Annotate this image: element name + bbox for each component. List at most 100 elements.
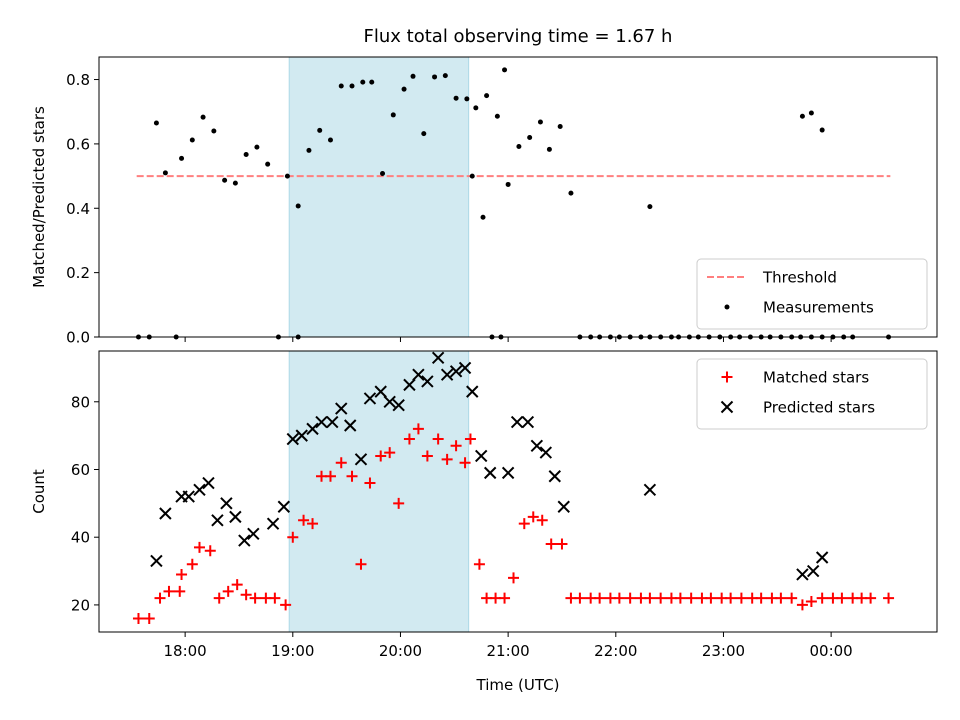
data-point-matched [508, 572, 520, 584]
data-point-matched [518, 518, 530, 530]
data-point-matched [186, 558, 198, 570]
data-point-matched [432, 433, 444, 445]
data-point-predicted [392, 398, 405, 412]
data-point-predicted [277, 500, 291, 513]
data-point-matched [269, 592, 281, 604]
data-point-predicted [315, 415, 328, 429]
data-point-matched [735, 592, 747, 604]
data-point-measurement [306, 147, 312, 153]
data-point-matched [355, 558, 367, 570]
data-point-matched [545, 538, 557, 550]
axes-frame [98, 350, 938, 633]
x-tick-label: 23:00 [702, 642, 745, 660]
legend-label: Matched stars [763, 369, 869, 387]
y-tick-label: 0.2 [66, 264, 90, 282]
data-point-matched [613, 592, 625, 604]
data-point-measurement [808, 110, 814, 116]
y-tick-label: 60 [71, 461, 90, 479]
series-matched-stars [132, 423, 895, 624]
data-point-matched [364, 477, 376, 489]
data-point-measurement [453, 95, 459, 101]
data-point-matched [644, 592, 656, 604]
data-point-matched [213, 592, 225, 604]
data-point-measurement [480, 214, 486, 220]
data-point-predicted [295, 429, 308, 442]
data-point-matched [403, 433, 415, 445]
data-point-predicted [286, 432, 300, 446]
data-point-predicted [159, 507, 172, 520]
data-point-measurement [243, 152, 249, 158]
data-point-predicted [202, 476, 215, 490]
legend-label: Predicted stars [763, 399, 875, 417]
data-point-matched [287, 531, 299, 543]
data-point-predicted [354, 453, 368, 466]
data-point-predicted [483, 466, 497, 480]
data-point-predicted [182, 490, 195, 503]
legend: Matched stars Predicted stars [696, 358, 928, 430]
data-point-measurement [254, 144, 260, 150]
y-tick-label: 40 [71, 529, 90, 547]
data-point-matched [240, 589, 252, 601]
y-tick-label: 0.4 [66, 200, 90, 218]
data-point-predicted [458, 361, 472, 375]
data-point-matched [725, 592, 737, 604]
data-point-measurement [284, 173, 290, 179]
data-point-predicted [548, 470, 561, 483]
x-tick-label: 20:00 [379, 642, 422, 660]
data-point-matched [298, 514, 310, 526]
data-point-predicted [440, 368, 454, 381]
bottom-panel: 20 40 60 80 18:00 19:00 20:00 21:00 22:00 23:00 00… [30, 350, 938, 694]
legend-label: Measurements [763, 299, 874, 317]
observing-window-band [288, 350, 470, 633]
data-point-measurement [189, 137, 195, 143]
data-point-matched [594, 592, 606, 604]
data-point-predicted [383, 395, 396, 408]
data-point-predicted [238, 534, 251, 547]
data-point-predicted [344, 419, 357, 432]
legend-predicted-swatch [720, 400, 734, 414]
data-point-predicted [643, 483, 657, 497]
y-tick-label: 0.6 [66, 135, 90, 153]
legend-matched-swatch [721, 371, 733, 383]
data-point-predicted [510, 415, 524, 429]
data-point-measurement [464, 96, 470, 102]
data-point-predicted [521, 415, 535, 429]
legend-measurement-swatch [724, 304, 730, 310]
data-point-measurement [162, 170, 168, 176]
data-point-measurement [537, 119, 543, 125]
data-point-matched [307, 518, 319, 530]
x-tick-label: 22:00 [594, 642, 637, 660]
data-point-matched [324, 470, 336, 482]
data-point-measurement [819, 127, 825, 133]
data-point-measurement [494, 113, 500, 119]
data-point-measurement [401, 86, 407, 92]
data-point-predicted [403, 378, 416, 392]
data-point-matched [204, 545, 216, 557]
data-point-measurement [799, 113, 805, 119]
data-point-measurement [349, 83, 355, 89]
data-point-matched [174, 585, 186, 597]
data-point-matched [393, 497, 405, 509]
data-point-matched [775, 592, 787, 604]
data-point-predicted [412, 368, 425, 381]
data-point-measurement [469, 173, 475, 179]
data-point-matched [163, 585, 175, 597]
data-point-matched [375, 450, 387, 462]
data-point-matched [280, 599, 292, 611]
data-point-predicted [220, 497, 233, 510]
data-point-measurement [647, 204, 653, 210]
data-point-predicted [501, 466, 515, 480]
data-point-predicted [806, 564, 820, 578]
data-point-matched [624, 592, 636, 604]
data-point-predicted [815, 551, 829, 564]
data-point-predicted [266, 517, 280, 530]
y-tick-label: 0.0 [66, 329, 90, 347]
chart-title: Flux total observing time = 1.67 h [364, 26, 673, 47]
data-point-measurement [502, 67, 508, 73]
data-point-predicted [306, 422, 319, 436]
data-point-measurement [380, 171, 386, 177]
data-point-matched [222, 585, 234, 597]
data-point-matched [796, 599, 808, 611]
data-point-measurement [568, 190, 574, 196]
data-point-measurement [546, 146, 552, 152]
